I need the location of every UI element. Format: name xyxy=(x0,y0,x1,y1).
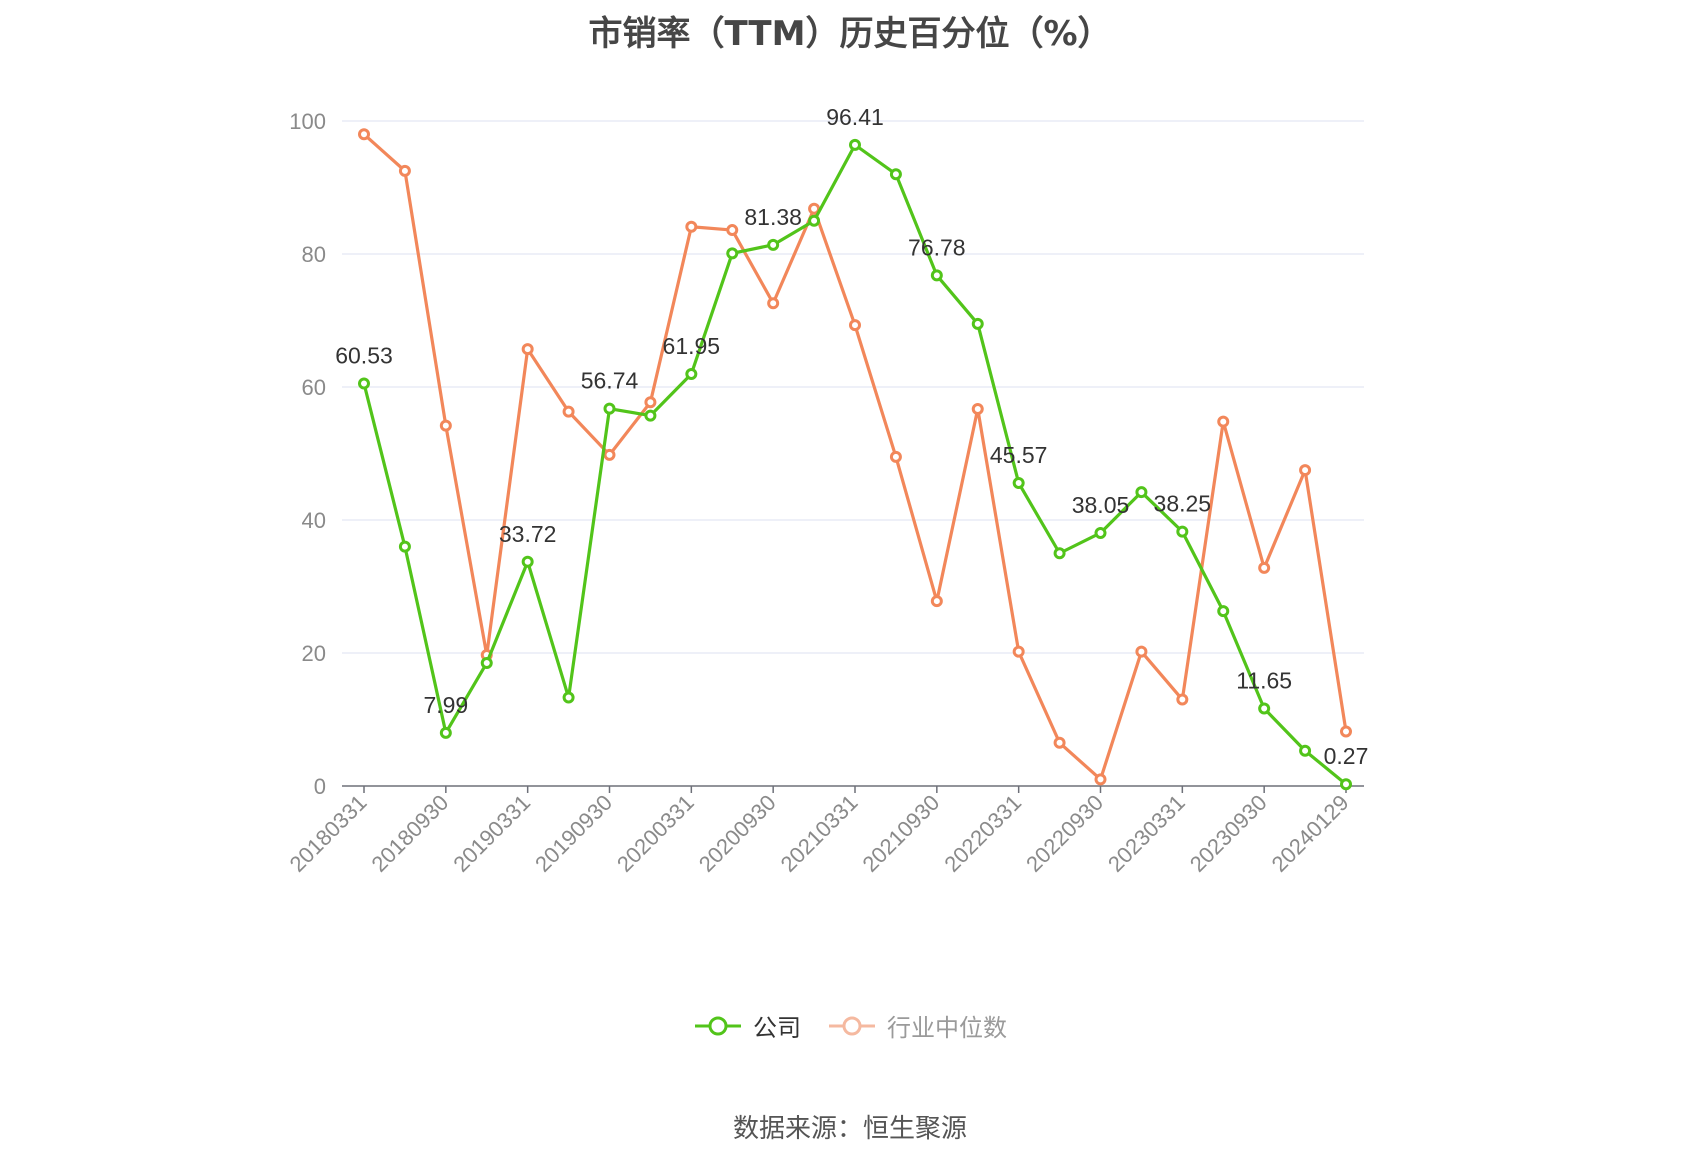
data-label-company: 38.05 xyxy=(1072,492,1130,518)
data-label-company: 38.25 xyxy=(1154,491,1212,517)
data-point-industry xyxy=(930,595,943,608)
data-point-company xyxy=(1258,702,1271,715)
x-tick-label: 20220930 xyxy=(1021,790,1108,877)
legend-marker-industry xyxy=(829,1016,875,1035)
data-point-industry xyxy=(685,220,698,233)
data-point-company xyxy=(849,138,861,151)
data-point-industry xyxy=(889,450,902,463)
legend-label-company: 公司 xyxy=(753,1014,801,1042)
line-chart: 0 20 40 60 80 100 2018033120180930201903312019… xyxy=(285,104,1369,877)
data-label-company: 56.74 xyxy=(581,368,639,394)
data-point-industry xyxy=(767,297,780,310)
data-point-company xyxy=(1340,778,1352,791)
data-point-company xyxy=(767,238,780,251)
data-point-industry xyxy=(971,402,984,415)
data-point-industry xyxy=(1258,561,1271,574)
x-tick-label: 20180930 xyxy=(366,790,453,877)
data-label-company: 96.41 xyxy=(826,104,884,130)
data-label-company: 11.65 xyxy=(1236,668,1292,694)
data-point-company xyxy=(808,214,821,227)
x-tick-label: 20180331 xyxy=(285,790,372,877)
series-line-industry xyxy=(362,133,1348,781)
data-source: 数据来源：恒生聚源 xyxy=(732,1114,967,1144)
data-point-industry xyxy=(603,448,616,461)
x-tick-label: 20220331 xyxy=(939,790,1026,877)
data-label-company: 45.57 xyxy=(990,442,1048,468)
legend-marker-company xyxy=(695,1016,741,1035)
x-tick-label: 20190331 xyxy=(448,790,535,877)
data-point-company xyxy=(398,540,411,553)
x-tick-label: 20190930 xyxy=(530,790,617,877)
data-point-company xyxy=(685,368,698,381)
x-tick-label: 20200331 xyxy=(612,790,699,877)
data-label-company: 60.53 xyxy=(335,342,393,368)
data-point-company xyxy=(1094,526,1107,539)
data-point-industry xyxy=(644,396,657,409)
data-point-industry xyxy=(1135,645,1148,658)
data-point-company xyxy=(1012,476,1025,489)
data-point-industry xyxy=(398,164,411,177)
data-point-industry xyxy=(1299,464,1312,477)
data-point-company xyxy=(603,402,616,415)
y-tick-label: 0 xyxy=(314,774,326,799)
y-tick-label: 20 xyxy=(302,641,326,666)
data-label-company: 7.99 xyxy=(423,692,468,718)
data-point-company xyxy=(521,555,534,568)
data-point-industry xyxy=(1094,773,1107,786)
data-point-industry xyxy=(439,419,452,432)
data-point-industry xyxy=(1012,645,1025,658)
data-point-industry xyxy=(1176,693,1189,706)
data-point-company xyxy=(562,691,575,704)
legend-label-industry: 行业中位数 xyxy=(887,1014,1007,1042)
data-point-industry xyxy=(1340,725,1352,738)
data-point-company xyxy=(889,168,902,181)
data-point-industry xyxy=(1053,736,1066,749)
data-point-company xyxy=(1299,744,1312,757)
data-label-company: 0.27 xyxy=(1324,743,1369,769)
y-tick-label: 40 xyxy=(302,508,326,533)
data-point-industry xyxy=(562,405,575,418)
y-tick-label: 100 xyxy=(289,109,326,134)
data-point-company xyxy=(480,656,493,669)
data-label-company: 61.95 xyxy=(663,333,721,359)
data-point-industry xyxy=(1217,415,1230,428)
data-point-company xyxy=(726,247,739,260)
data-label-company: 76.78 xyxy=(908,234,966,260)
data-point-company xyxy=(1176,525,1189,538)
data-point-company xyxy=(971,317,984,330)
x-tick-label: 20230930 xyxy=(1185,790,1272,877)
data-point-industry xyxy=(808,202,821,215)
x-tick-label: 20210331 xyxy=(776,790,863,877)
data-label-company: 81.38 xyxy=(744,204,802,230)
data-point-company xyxy=(358,377,370,390)
x-tick-label: 20240129 xyxy=(1267,790,1354,877)
data-point-company xyxy=(1135,486,1148,499)
data-point-industry xyxy=(849,319,861,332)
data-point-industry xyxy=(521,343,534,356)
chart-title: 市销率（TTM）历史百分位（%） xyxy=(588,14,1112,54)
y-tick-label: 60 xyxy=(302,375,326,400)
data-point-company xyxy=(1217,605,1230,618)
x-tick-label: 20210930 xyxy=(857,790,944,877)
x-tick-label: 20230331 xyxy=(1103,790,1190,877)
data-point-industry xyxy=(358,128,370,141)
data-point-company xyxy=(1053,547,1066,560)
legend: 公司 行业中位数 xyxy=(0,1008,1700,1043)
data-point-company xyxy=(439,726,452,739)
legend-item-industry[interactable]: 行业中位数 xyxy=(827,1008,1007,1043)
data-point-industry xyxy=(726,224,739,237)
legend-item-company[interactable]: 公司 xyxy=(693,1008,801,1043)
y-tick-label: 80 xyxy=(302,242,326,267)
data-point-company xyxy=(644,409,657,422)
data-label-company: 33.72 xyxy=(499,521,557,547)
data-point-company xyxy=(930,269,943,282)
x-tick-label: 20200930 xyxy=(694,790,781,877)
